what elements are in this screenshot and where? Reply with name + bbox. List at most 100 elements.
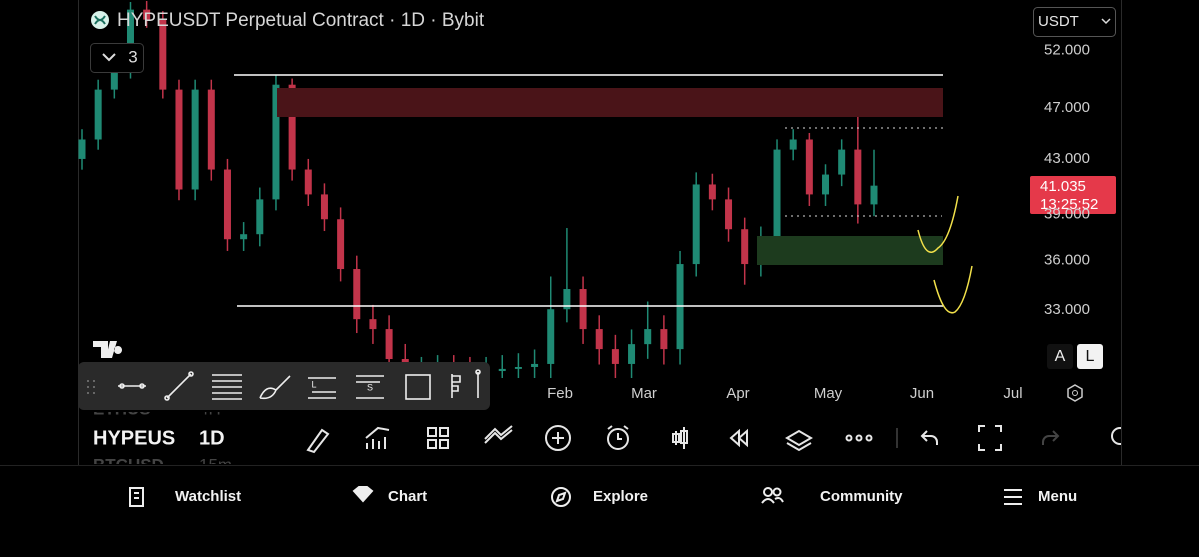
candle-body: [78, 139, 86, 159]
nav-item[interactable]: Explore: [593, 488, 648, 505]
chevron-icon: [1101, 18, 1111, 25]
candle-body: [838, 149, 846, 175]
compare-icon[interactable]: [484, 425, 513, 444]
y-tick-label: 36.000: [1044, 251, 1090, 268]
candle-body: [320, 194, 328, 220]
interval[interactable]: 1D: [199, 427, 225, 449]
auto-scale-button[interactable]: [1047, 344, 1073, 369]
candle-body: [789, 139, 797, 150]
alert-icon[interactable]: [607, 428, 629, 450]
candle-body: [288, 84, 296, 170]
templates-icon[interactable]: [427, 427, 449, 449]
trend-tool[interactable]: [166, 373, 192, 399]
y-tick-label: 52.000: [1044, 41, 1090, 58]
faded-interval: 4H: [199, 399, 221, 418]
currency-label: USDT: [1038, 13, 1079, 30]
rect-tool[interactable]: [405, 374, 431, 400]
candle-body: [207, 89, 215, 170]
brush-tool[interactable]: [259, 375, 291, 400]
nav-item[interactable]: Community: [820, 488, 903, 505]
long-tool[interactable]: [308, 377, 336, 399]
add-icon[interactable]: [545, 425, 571, 451]
candle-body: [498, 368, 506, 372]
candle-body: [725, 199, 733, 230]
x-tick-label: Jun: [910, 385, 934, 402]
candle-body: [272, 84, 280, 200]
symbol-title: HYPEUSDT Perpetual Contract · 1D · Bybit: [117, 10, 485, 31]
candle-body: [531, 363, 539, 367]
chart-toolbar: ETHUS 4H BTCUSD 15m HYPEUS 1D: [93, 399, 1128, 474]
indicator-toggle[interactable]: [90, 43, 144, 73]
path-sketch: [917, 195, 959, 253]
currency-select[interactable]: [1033, 7, 1116, 37]
candle-body: [822, 174, 830, 195]
candle-body: [773, 149, 781, 240]
candle-body: [547, 309, 555, 364]
settings-icon[interactable]: [1067, 384, 1083, 402]
fib-tool[interactable]: [212, 374, 242, 400]
candle-body: [595, 329, 603, 350]
community-icon: [763, 487, 773, 497]
candle-body: [223, 169, 231, 240]
indicators-icon[interactable]: [365, 426, 390, 449]
candle-body: [304, 169, 312, 195]
redo-icon[interactable]: [1042, 430, 1060, 445]
candle-body: [692, 184, 700, 265]
bar-style-icon[interactable]: [672, 427, 688, 449]
candle-body: [159, 19, 167, 90]
explore-icon: [551, 487, 571, 507]
fullscreen-icon[interactable]: [978, 425, 1002, 451]
candle-body: [870, 185, 878, 205]
candle-body: [628, 344, 636, 364]
logo-mark: [94, 15, 106, 25]
candle-body: [385, 329, 393, 360]
nav-icons: [129, 486, 1022, 507]
candle-body: [126, 9, 134, 70]
nav-item[interactable]: Chart: [388, 488, 427, 505]
drag-handle[interactable]: [87, 380, 95, 394]
short-tool[interactable]: [356, 375, 384, 399]
candle-body: [353, 269, 361, 320]
candle-body: [741, 229, 749, 265]
supply-zone: [277, 88, 943, 117]
candle-body: [240, 234, 248, 240]
layers-icon[interactable]: [785, 429, 813, 452]
y-tick-label: 39.000: [1044, 206, 1090, 223]
menu-icon: [1004, 489, 1022, 505]
nav-item[interactable]: Menu: [1038, 488, 1077, 505]
replay-icon[interactable]: [729, 428, 748, 448]
drawings: [234, 74, 973, 314]
candle-body: [854, 149, 862, 205]
nav-item[interactable]: Watchlist: [175, 488, 241, 505]
y-tick-label: 43.000: [1044, 150, 1090, 167]
brush-icon[interactable]: [306, 428, 330, 454]
tool-glyph: S: [367, 382, 373, 392]
candle-body: [514, 366, 522, 369]
idea-icon[interactable]: [1111, 427, 1128, 445]
symbol[interactable]: HYPEUS: [93, 427, 175, 449]
candle-body: [579, 289, 587, 330]
price-label: [1030, 176, 1116, 214]
faded-symbol: BTCUSD: [93, 455, 164, 474]
x-tick-label: Feb: [547, 385, 573, 402]
last-price: 41.035: [1040, 178, 1086, 195]
x-tick-label: Apr: [726, 385, 749, 402]
log-scale-button[interactable]: [1077, 344, 1103, 369]
candle-body: [611, 349, 619, 364]
log-scale-label: L: [1086, 348, 1095, 365]
toolbar-icons: [306, 425, 1128, 454]
panel-bg: [78, 362, 490, 410]
candle-body: [191, 89, 199, 190]
undo-icon[interactable]: [920, 430, 938, 445]
candle-body: [110, 69, 118, 90]
y-tick-label: 33.000: [1044, 301, 1090, 318]
x-tick-label: Mar: [631, 385, 657, 402]
path-sketch: [933, 265, 973, 314]
candle-body: [256, 199, 264, 235]
x-tick-label: Jul: [1003, 385, 1022, 402]
auto-scale-label: A: [1055, 348, 1066, 365]
measure-tool[interactable]: [451, 372, 479, 398]
chevron-icon: [102, 53, 116, 62]
candle-body: [644, 329, 652, 345]
